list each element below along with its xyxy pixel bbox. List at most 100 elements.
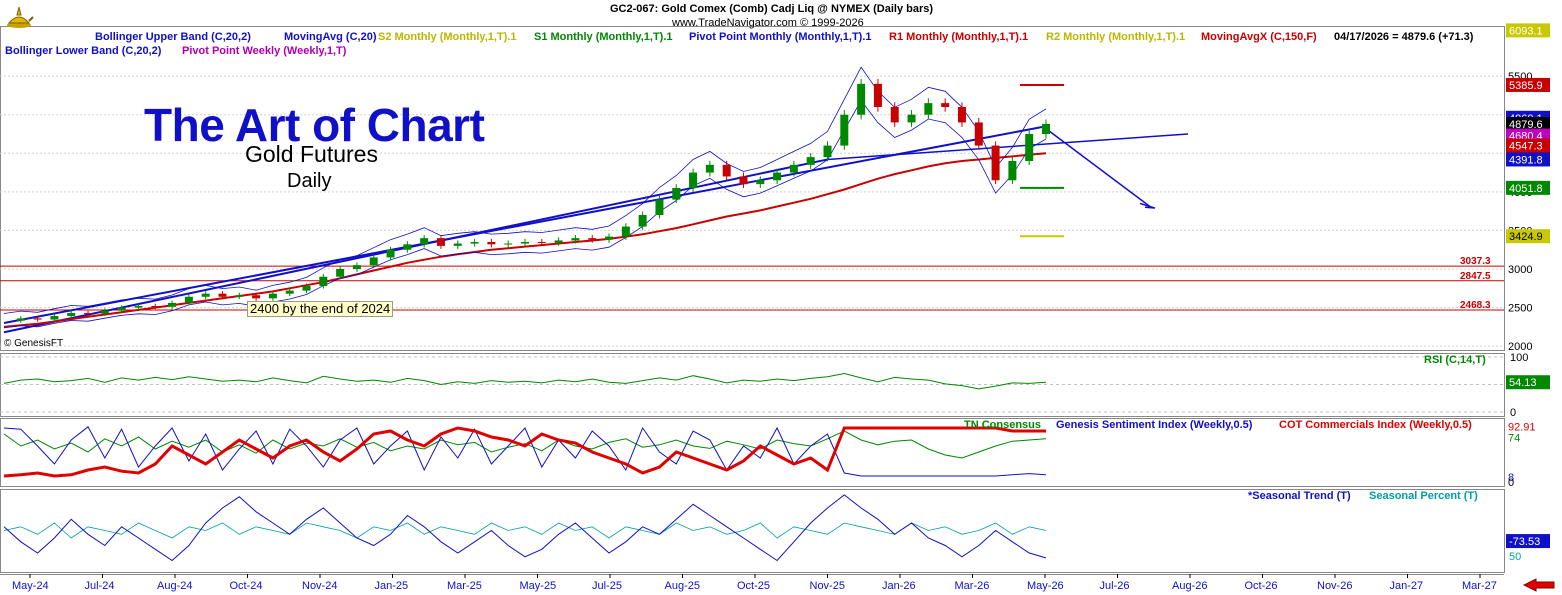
price-bar-body <box>588 238 597 240</box>
price-bar-body <box>33 318 42 320</box>
x-axis-label: Nov-26 <box>1317 580 1352 592</box>
price-bar-body <box>554 240 563 243</box>
grid-layer <box>0 26 1505 575</box>
price-bar-body <box>403 244 412 250</box>
rsi-line <box>3 372 1047 390</box>
price-bar-body <box>991 145 1000 181</box>
x-axis-label: Jan-25 <box>375 580 409 592</box>
price-tag-label: 4391.8 <box>1509 154 1543 166</box>
legend-seasonal-trend: *Seasonal Trend (T) <box>1248 490 1351 502</box>
price-tag-box <box>1506 77 1550 92</box>
price-bar-body <box>184 296 193 303</box>
x-axis-label: Oct-26 <box>1245 580 1278 592</box>
trendline-extension <box>827 133 1189 161</box>
price-bar-body <box>302 285 311 291</box>
chart-header-symbol: GC2-067: Gold Comex (Comb) Cadj Liq @ NY… <box>610 3 934 15</box>
price-bar-body <box>319 276 328 286</box>
price-bar-body <box>487 242 496 245</box>
seasonal-value-box <box>1506 534 1550 549</box>
price-tag-label: 4879.6 <box>1509 119 1543 131</box>
price-bar-body <box>705 164 714 173</box>
x-axis-label: Mar-25 <box>447 580 482 592</box>
x-axis-label: Jul-24 <box>85 580 115 592</box>
bollinger-upper-line <box>3 66 1047 314</box>
legend-bollinger-lower: Bollinger Lower Band (C,20,2) <box>5 45 162 57</box>
price-bar-body <box>873 83 882 107</box>
x-axis-labels: May-24 Jul-24 Aug-24 Oct-24 Nov-24 Jan-25 Mar-… <box>12 574 1497 592</box>
price-bar-body <box>201 293 210 297</box>
x-axis-label: Jan-27 <box>1390 580 1424 592</box>
trendline-lower-channel <box>3 158 828 334</box>
projection-arrowhead <box>1139 202 1156 209</box>
price-bar-body <box>773 172 782 181</box>
price-tags: 6093.15385.94960.14879.64680.44547.34391… <box>1506 23 1550 563</box>
red-arrow-right-icon[interactable] <box>1522 578 1556 592</box>
sentiment-series-line <box>3 430 1047 459</box>
price-bar-body <box>840 114 849 146</box>
price-bar-body <box>537 242 546 243</box>
x-axis-label: Jan-26 <box>882 580 916 592</box>
sentiment-value-label: 92.91 <box>1508 421 1536 433</box>
price-bar-body <box>924 103 933 115</box>
price-tag-label: 3424.9 <box>1509 231 1543 243</box>
copyright-label: © GenesisFT <box>4 338 64 349</box>
price-bar-body <box>857 83 866 115</box>
watermark-subtitle: Gold Futures <box>245 141 378 167</box>
price-tag-box <box>1506 152 1550 167</box>
price-bar-body <box>268 293 277 299</box>
genie-lamp-icon <box>7 6 34 28</box>
trendline-upper-channel <box>3 125 1047 324</box>
price-bar-body <box>823 145 832 158</box>
price-bar-body <box>252 295 261 299</box>
legend-r1-monthly: R1 Monthly (Monthly,1,T).1 <box>889 31 1029 43</box>
price-bar-body <box>369 257 378 266</box>
price-tick-label: 2000 <box>1508 341 1532 353</box>
x-axis-label: Aug-26 <box>1172 580 1207 592</box>
support-level-label: 2468.3 <box>1460 300 1491 311</box>
price-tag-label: 6093.1 <box>1509 25 1543 37</box>
sentiment-value-label: 0 <box>1508 477 1514 489</box>
support-level-label: 3037.3 <box>1460 256 1491 267</box>
chart-header-copyright: www.TradeNavigator.com © 1999-2026 <box>672 17 864 29</box>
x-axis-label: May-26 <box>1027 580 1064 592</box>
price-bar-body <box>134 306 143 308</box>
seasonal-percent-label: 50 <box>1509 551 1521 563</box>
rsi-value-box <box>1506 375 1550 390</box>
price-bar-body <box>722 164 731 177</box>
legend-bollinger-upper: Bollinger Upper Band (C,20,2) <box>95 31 251 43</box>
price-tag-label: 4051.8 <box>1509 183 1543 195</box>
legend-s1-monthly: S1 Monthly (Monthly,1,T).1 <box>534 31 673 43</box>
price-bar-body <box>218 293 227 297</box>
x-axis-label: Nov-25 <box>810 580 845 592</box>
x-axis-label: May-24 <box>12 580 49 592</box>
price-bar-body <box>151 306 160 308</box>
x-axis-label: Oct-24 <box>230 580 263 592</box>
x-axis-label: Jul-26 <box>1100 580 1130 592</box>
x-axis-label: Nov-24 <box>302 580 337 592</box>
price-bar-body <box>453 243 462 246</box>
legend-s2-monthly: S2 Monthly (Monthly,1,T).1 <box>378 31 517 43</box>
price-bar-body <box>352 265 361 269</box>
price-tag-box <box>1506 138 1550 153</box>
price-bar-body <box>470 242 479 244</box>
rsi-panel-title: RSI (C,14,T) <box>1424 354 1486 366</box>
price-bar-body <box>285 290 294 294</box>
price-bar-body <box>638 215 647 227</box>
price-tag-box <box>1506 117 1550 132</box>
rsi-value-label: 54.13 <box>1509 377 1537 389</box>
legend-last-close: 04/17/2026 = 4879.6 (+71.3) <box>1334 31 1474 43</box>
seasonal-trend-line <box>3 494 1047 562</box>
price-bar-body <box>16 318 25 321</box>
x-axis-label: Aug-25 <box>665 580 700 592</box>
price-bar-body <box>84 312 93 314</box>
price-bar-body <box>67 312 76 317</box>
horizontal-levels: 3037.3 2847.5 2468.3 <box>0 256 1504 311</box>
price-bar-body <box>689 172 698 188</box>
x-axis-label: Jul-25 <box>592 580 622 592</box>
legend-genesis-sentiment: Genesis Sentiment Index (Weekly,0.5) <box>1056 419 1253 431</box>
price-bar-body <box>739 176 748 185</box>
price-bar-body <box>336 269 345 277</box>
price-bar-body <box>621 226 630 237</box>
seasonal-percent-line <box>3 522 1047 539</box>
